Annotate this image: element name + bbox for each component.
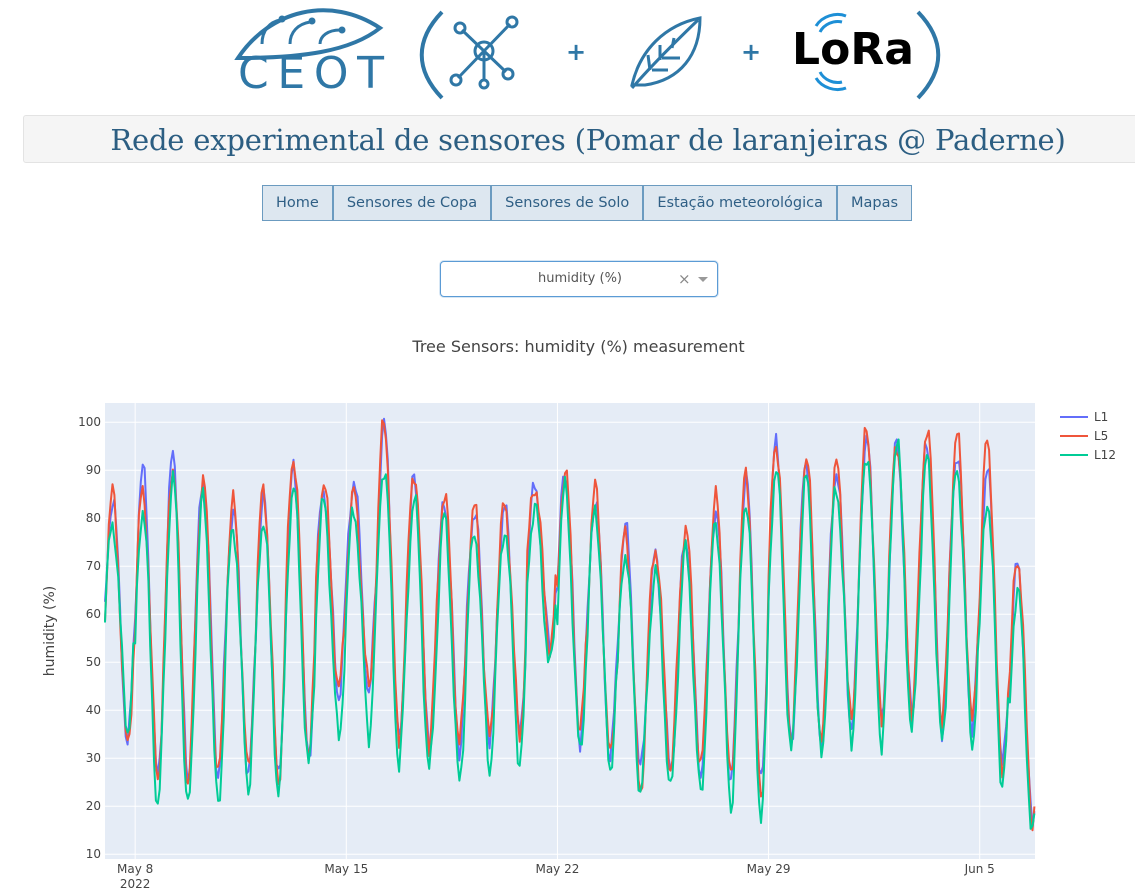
x-tick-label: May 29	[747, 862, 791, 876]
plot-background	[105, 403, 1035, 859]
x-tick-sublabel: 2022	[120, 877, 151, 891]
measurement-dropdown[interactable]: humidity (%) ×	[440, 261, 718, 297]
nav-mapas-button[interactable]: Mapas	[836, 185, 913, 221]
lora-signal-icon	[814, 12, 847, 92]
x-tick-label: May 15	[324, 862, 368, 876]
series-line-l5	[104, 419, 1036, 832]
dropdown-selected-value: humidity (%)	[537, 271, 623, 286]
y-tick-label: 60	[86, 607, 101, 621]
lora-logo-text: LoRa	[792, 24, 914, 75]
legend-label-l12: L12	[1094, 448, 1116, 462]
page-title-bar: Rede experimental de sensores (Pomar de …	[23, 115, 1135, 163]
close-paren-icon	[916, 10, 941, 100]
y-tick-label: 90	[86, 463, 101, 477]
y-tick-label: 80	[86, 511, 101, 525]
y-tick-label: 50	[86, 655, 101, 669]
legend-label-l5: L5	[1094, 429, 1108, 443]
y-tick-label: 40	[86, 703, 101, 717]
legend-label-l1: L1	[1094, 410, 1108, 424]
nav-bar: Home Sensores de Copa Sensores de Solo E…	[262, 185, 913, 221]
ceot-logo	[234, 8, 384, 61]
page-title: Rede experimental de sensores (Pomar de …	[110, 123, 1066, 157]
dropdown-arrow-icon[interactable]	[698, 277, 708, 282]
series-line-l12	[104, 438, 1036, 830]
x-tick-label: May 22	[535, 862, 579, 876]
x-tick-label: Jun 5	[964, 862, 995, 876]
dropdown-clear-icon[interactable]: ×	[678, 270, 691, 288]
plus-icon: +	[566, 38, 586, 66]
nav-estacao-meteorologica-button[interactable]: Estação meteorológica	[643, 185, 837, 221]
y-tick-label: 30	[86, 751, 101, 765]
chart-title: Tree Sensors: humidity (%) measurement	[412, 337, 745, 356]
open-paren-icon	[419, 10, 444, 100]
y-axis-label: humidity (%)	[42, 586, 58, 677]
y-tick-label: 100	[78, 415, 101, 429]
y-tick-label: 10	[86, 847, 101, 861]
y-tick-label: 70	[86, 559, 101, 573]
nav-sensores-solo-button[interactable]: Sensores de Solo	[491, 185, 644, 221]
y-tick-label: 20	[86, 799, 101, 813]
header-logo-banner: CEOT + + LoRa	[234, 8, 941, 100]
nav-home-button[interactable]: Home	[262, 185, 333, 221]
x-tick-label: May 8	[117, 862, 153, 876]
plus-icon-2: +	[741, 38, 761, 66]
leaf-icon	[630, 16, 702, 89]
nav-sensores-copa-button[interactable]: Sensores de Copa	[332, 185, 492, 221]
network-icon	[449, 15, 519, 90]
